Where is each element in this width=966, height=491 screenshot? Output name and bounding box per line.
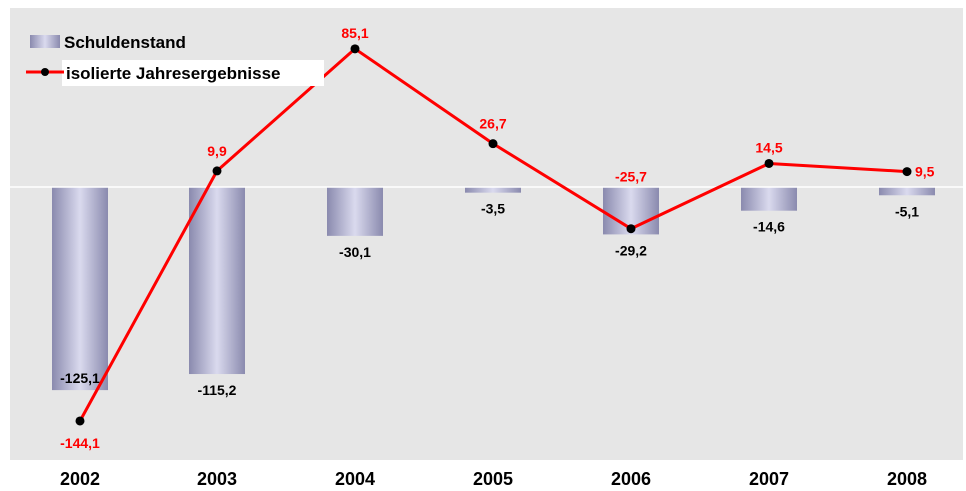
legend-label-jahresergebnisse: isolierte Jahresergebnisse [66,64,281,83]
legend-label-background [62,60,324,86]
line-label-2004: 85,1 [341,25,368,41]
line-marker-2008 [902,167,912,177]
x-tick-2002: 2002 [60,469,100,489]
line-marker-2006 [626,224,636,234]
legend-swatch-marker [41,68,49,76]
x-tick-2003: 2003 [197,469,237,489]
line-label-2005: 26,7 [479,116,506,132]
bar-label-2003: -115,2 [198,382,237,398]
legend: Schuldenstand isolierte Jahresergebnisse [26,33,324,86]
x-tick-2007: 2007 [749,469,789,489]
x-axis-ticks: 2002 2003 2004 2005 2006 2007 2008 [60,469,927,489]
bar-2004 [327,187,383,236]
x-tick-2008: 2008 [887,469,927,489]
legend-swatch-schuldenstand [30,35,60,48]
line-label-2003: 9,9 [207,143,227,159]
bar-2005 [465,187,521,193]
x-tick-2005: 2005 [473,469,513,489]
bar-label-2005: -3,5 [481,201,505,217]
line-markers [75,44,912,426]
bar-label-2006: -29,2 [615,242,647,258]
x-tick-2006: 2006 [611,469,651,489]
line-labels: -144,1 9,9 85,1 26,7 -25,7 14,5 9,5 [60,25,935,451]
bar-2007 [741,187,797,211]
legend-label-schuldenstand: Schuldenstand [64,33,186,52]
line-label-2008: 9,5 [915,164,935,180]
bar-series-schuldenstand [52,187,935,391]
bar-label-2008: -5,1 [895,203,919,219]
line-marker-2007 [764,158,774,168]
line-label-2007: 14,5 [755,139,782,155]
line-marker-2002 [75,416,85,426]
bar-labels: -125,1 -115,2 -30,1 -3,5 -29,2 -14,6 -5,1 [60,201,919,398]
line-marker-2003 [212,166,222,176]
x-tick-2004: 2004 [335,469,375,489]
bar-2002 [52,187,108,391]
bar-2008 [879,187,935,196]
line-marker-2005 [488,139,498,149]
line-marker-2004 [350,44,360,54]
line-label-2002: -144,1 [60,435,100,451]
line-label-2006: -25,7 [615,169,647,185]
bar-label-2002: -125,1 [60,370,100,386]
bar-label-2007: -14,6 [753,219,785,235]
bar-label-2004: -30,1 [339,244,371,260]
bar-2003 [189,187,245,375]
